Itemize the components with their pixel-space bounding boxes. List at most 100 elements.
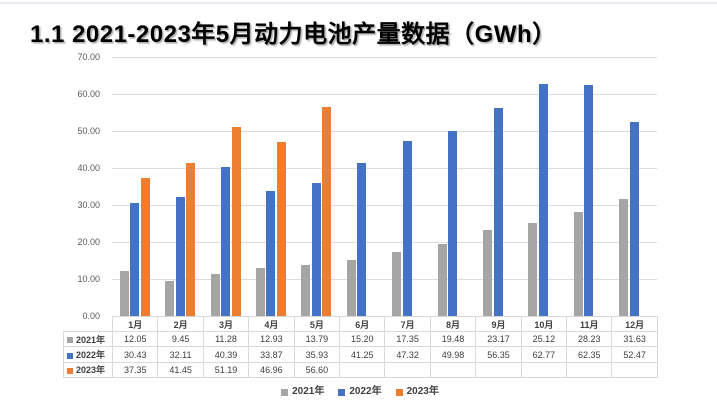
legend-label-2021年: 2021年 xyxy=(292,386,325,397)
bar-2023年-1月 xyxy=(140,177,150,316)
table-cell-2021年-5月: 13.79 xyxy=(293,330,341,348)
gridline-40.00 xyxy=(112,167,657,169)
y-axis-tick-0.00: 0.00 xyxy=(82,311,100,321)
y-axis-tick-50.00: 50.00 xyxy=(77,126,100,136)
table-cell-2023年-6月 xyxy=(339,361,386,379)
bar-2022年-10月 xyxy=(538,83,548,316)
legend-label-2022年: 2022年 xyxy=(349,386,382,397)
page-title: 1.1 2021-2023年5月动力电池产量数据（GWh） xyxy=(30,21,557,48)
table-cell-2023年-12月 xyxy=(611,361,658,379)
table-header-1月: 1月 xyxy=(111,316,159,332)
series-label-2022年: 2022年 xyxy=(63,346,113,363)
table-cell-2021年-11月: 28.23 xyxy=(566,330,613,348)
y-axis-tick-20.00: 20.00 xyxy=(77,237,100,247)
chart-legend: 2021年 2022年 2023年 xyxy=(63,386,657,398)
y-axis-tick-70.00: 70.00 xyxy=(77,52,100,62)
bar-2022年-7月 xyxy=(402,140,412,316)
bar-2021年-5月 xyxy=(301,264,311,316)
table-header-6月: 6月 xyxy=(339,316,386,332)
bar-2023年-4月 xyxy=(276,142,286,316)
bar-2022年-3月 xyxy=(221,166,231,316)
gridline-10.00 xyxy=(112,278,657,280)
bar-2023年-2月 xyxy=(186,162,196,316)
table-cell-2021年-9月: 23.17 xyxy=(475,330,522,348)
table-cell-2022年-7月: 47.32 xyxy=(384,346,431,363)
table-cell-2023年-11月 xyxy=(566,361,613,379)
table-cell-2022年-5月: 35.93 xyxy=(293,346,341,363)
bar-2022年-5月 xyxy=(311,183,321,316)
table-header-5月: 5月 xyxy=(293,316,341,332)
table-cell-2021年-8月: 19.48 xyxy=(429,330,477,348)
table-cell-2022年-11月: 62.35 xyxy=(566,346,613,363)
gridline-30.00 xyxy=(112,204,657,206)
table-cell-2023年-2月: 41.45 xyxy=(157,361,204,379)
y-axis-tick-30.00: 30.00 xyxy=(77,200,100,210)
table-header-2月: 2月 xyxy=(157,316,204,332)
bar-2021年-1月 xyxy=(119,271,129,316)
y-axis-tick-60.00: 60.00 xyxy=(77,89,100,99)
bar-2021年-8月 xyxy=(437,243,447,316)
bar-2021年-2月 xyxy=(165,281,175,316)
bar-2021年-3月 xyxy=(210,274,220,316)
bar-2022年-1月 xyxy=(130,203,140,316)
table-cell-2023年-9月 xyxy=(475,361,522,379)
bar-2022年-12月 xyxy=(629,121,639,316)
table-cell-2022年-4月: 33.87 xyxy=(248,346,295,363)
series-label-2023年: 2023年 xyxy=(63,361,113,379)
table-cell-2021年-2月: 9.45 xyxy=(157,330,204,348)
data-table-row-2021年: 2021年 12.05 9.45 11.28 12.93 13.79 15.20 17.35 1… xyxy=(63,330,658,348)
table-cell-2022年-8月: 49.98 xyxy=(429,346,477,363)
gridline-50.00 xyxy=(112,130,657,132)
table-cell-2021年-1月: 12.05 xyxy=(111,330,159,348)
table-cell-2021年-10月: 25.12 xyxy=(520,330,568,348)
data-table-row-2022年: 2022年 30.43 32.11 40.39 33.87 35.93 41.25 47.32… xyxy=(63,346,658,363)
bar-2021年-12月 xyxy=(619,198,629,316)
table-header-12月: 12月 xyxy=(611,316,658,332)
table-cell-2021年-4月: 12.93 xyxy=(248,330,295,348)
table-cell-2022年-12月: 52.47 xyxy=(611,346,658,363)
bar-2021年-4月 xyxy=(255,268,265,316)
bar-2022年-6月 xyxy=(357,163,367,316)
table-cell-2022年-2月: 32.11 xyxy=(157,346,204,363)
bar-2021年-10月 xyxy=(528,223,538,316)
gridline-20.00 xyxy=(112,241,657,243)
table-header-4月: 4月 xyxy=(248,316,295,332)
table-header-9月: 9月 xyxy=(475,316,522,332)
table-cell-2023年-1月: 37.35 xyxy=(111,361,159,379)
table-header-8月: 8月 xyxy=(429,316,477,332)
table-cell-2022年-1月: 30.43 xyxy=(111,346,159,363)
table-cell-2021年-6月: 15.20 xyxy=(339,330,386,348)
table-cell-2022年-10月: 62.77 xyxy=(520,346,568,363)
data-table-corner-spacer xyxy=(64,317,113,332)
legend-item-2022年: 2022年 xyxy=(338,386,382,398)
table-header-7月: 7月 xyxy=(384,316,431,332)
legend-label-2023年: 2023年 xyxy=(406,386,439,397)
data-table-row-2023年: 2023年 37.35 41.45 51.19 46.96 56.60 xyxy=(63,361,658,379)
legend-key-2023年 xyxy=(67,368,73,375)
legend-key-2022年 xyxy=(67,352,73,359)
table-header-3月: 3月 xyxy=(202,316,250,332)
table-cell-2023年-10月 xyxy=(520,361,568,379)
table-cell-2021年-3月: 11.28 xyxy=(202,330,250,348)
y-axis-tick-40.00: 40.00 xyxy=(77,163,100,173)
table-header-10月: 10月 xyxy=(520,316,568,332)
bar-2021年-9月 xyxy=(483,230,493,316)
table-cell-2023年-3月: 51.19 xyxy=(202,361,250,379)
table-cell-2022年-6月: 41.25 xyxy=(339,346,386,363)
slide-top-divider xyxy=(0,2,717,4)
legend-swatch-2021年 xyxy=(281,388,289,396)
bar-2022年-11月 xyxy=(584,85,594,316)
data-table: 1月 2月 3月 4月 5月 6月 7月 8月 9月 10月 11月 12月 2021年 12.05 9.4… xyxy=(63,316,658,379)
table-cell-2022年-9月: 56.35 xyxy=(475,346,522,363)
series-name: 2023年 xyxy=(76,365,106,376)
gridline-60.00 xyxy=(112,93,657,95)
legend-item-2023年: 2023年 xyxy=(395,386,439,398)
legend-swatch-2022年 xyxy=(338,388,346,396)
table-header-11月: 11月 xyxy=(566,316,613,332)
bar-2023年-5月 xyxy=(322,106,332,316)
gridline-70.00 xyxy=(112,56,657,58)
bar-2021年-6月 xyxy=(346,259,356,316)
table-cell-2022年-3月: 40.39 xyxy=(202,346,250,363)
bar-2021年-7月 xyxy=(392,251,402,316)
